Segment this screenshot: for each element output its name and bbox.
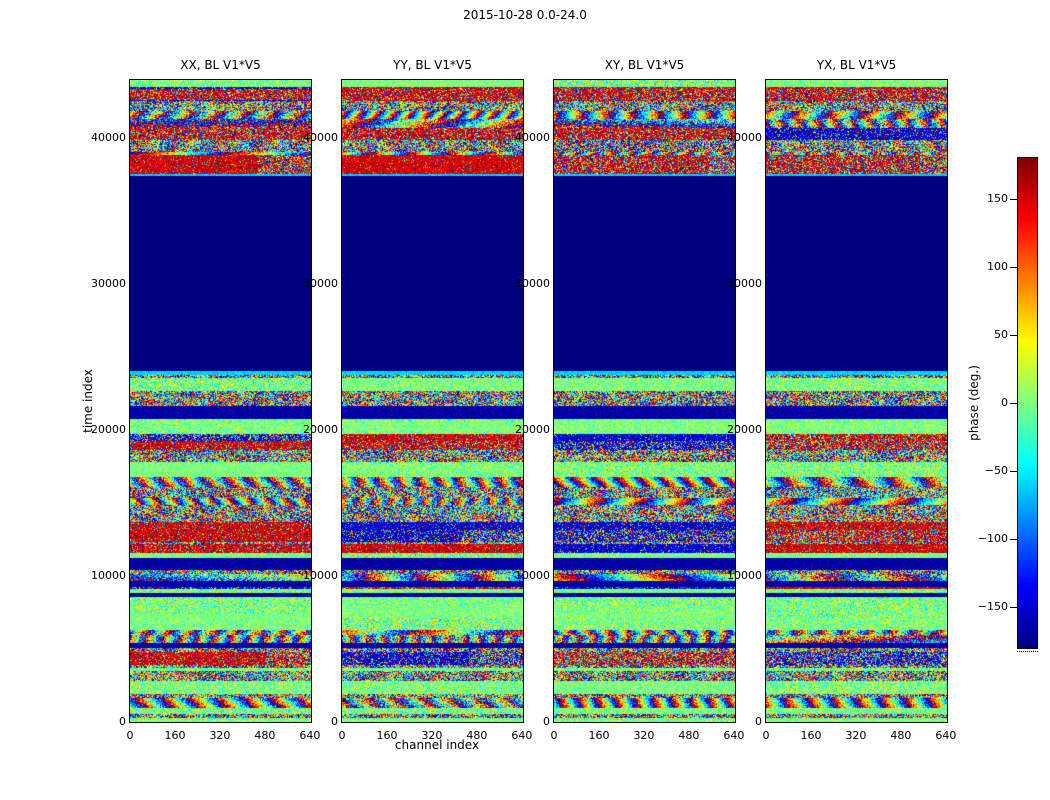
y-tick-label: 0 bbox=[543, 715, 550, 728]
y-tick-label: 20000 bbox=[515, 423, 550, 437]
colorbar-tick-label: −100 bbox=[977, 532, 1008, 546]
colorbar-tick-mark bbox=[1010, 198, 1017, 200]
y-tick-label: 20000 bbox=[727, 423, 762, 437]
x-tick-label: 320 bbox=[209, 729, 231, 742]
x-tick-label: 480 bbox=[890, 729, 912, 742]
colorbar-tick-mark bbox=[1010, 334, 1017, 336]
y-tick-label: 30000 bbox=[91, 277, 126, 291]
x-tick-label: 640 bbox=[299, 729, 321, 742]
x-tick-label: 0 bbox=[126, 729, 134, 742]
colorbar-tick-label: −50 bbox=[984, 464, 1008, 478]
x-tick-label: 640 bbox=[723, 729, 745, 742]
colorbar-tick-mark bbox=[1010, 539, 1017, 541]
heatmap-yx bbox=[766, 80, 947, 722]
y-tick-label: 0 bbox=[331, 715, 338, 728]
colorbar-tick-mark bbox=[1010, 471, 1017, 473]
colorbar-tick-label: 150 bbox=[987, 191, 1008, 205]
x-tick-label: 0 bbox=[338, 729, 346, 742]
colorbar-dotted-edge bbox=[1017, 651, 1038, 652]
y-tick-label: 0 bbox=[755, 715, 762, 728]
subplot-yx: YX, BL V1*V5 bbox=[765, 58, 948, 723]
x-tick-label: 160 bbox=[588, 729, 610, 742]
y-tick-label: 40000 bbox=[91, 131, 126, 145]
subplot-xy: XY, BL V1*V5 bbox=[553, 58, 736, 723]
y-tick-label: 40000 bbox=[303, 131, 338, 145]
channel-index-axis-label: channel index bbox=[394, 738, 480, 752]
colorbar bbox=[1017, 157, 1038, 649]
figure-suptitle: 2015-10-28 0.0-24.0 bbox=[463, 8, 587, 22]
subplot-yy-title: YY, BL V1*V5 bbox=[393, 58, 472, 72]
y-tick-label: 20000 bbox=[91, 423, 126, 437]
x-tick-label: 320 bbox=[633, 729, 655, 742]
subplot-xy-title: XY, BL V1*V5 bbox=[604, 58, 685, 72]
subplot-yy: YY, BL V1*V5 bbox=[341, 58, 524, 723]
colorbar-tick-label: −150 bbox=[977, 600, 1008, 614]
y-tick-label: 10000 bbox=[91, 569, 126, 583]
x-tick-label: 480 bbox=[254, 729, 276, 742]
y-tick-label: 10000 bbox=[727, 569, 762, 583]
x-tick-label: 320 bbox=[845, 729, 867, 742]
colorbar-tick-mark bbox=[1010, 607, 1017, 609]
subplot-xx: XX, BL V1*V5 bbox=[129, 58, 312, 723]
colorbar-tick-mark bbox=[1010, 266, 1017, 268]
colorbar-gradient bbox=[1018, 158, 1037, 648]
y-tick-label: 30000 bbox=[515, 277, 550, 291]
x-tick-label: 640 bbox=[511, 729, 533, 742]
x-tick-label: 480 bbox=[466, 729, 488, 742]
heatmap-yy bbox=[342, 80, 523, 722]
y-tick-label: 40000 bbox=[727, 131, 762, 145]
y-tick-label: 0 bbox=[119, 715, 126, 728]
colorbar-tick-label: 0 bbox=[1001, 396, 1008, 409]
x-tick-label: 480 bbox=[678, 729, 700, 742]
subplot-yx-title: YX, BL V1*V5 bbox=[816, 58, 897, 72]
heatmap-xy bbox=[554, 80, 735, 722]
y-tick-label: 20000 bbox=[303, 423, 338, 437]
x-tick-label: 160 bbox=[164, 729, 186, 742]
y-tick-label: 30000 bbox=[303, 277, 338, 291]
x-tick-label: 160 bbox=[800, 729, 822, 742]
colorbar-tick-label: 100 bbox=[987, 259, 1008, 273]
heatmap-xx bbox=[130, 80, 311, 722]
y-tick-label: 30000 bbox=[727, 277, 762, 291]
y-tick-label: 10000 bbox=[303, 569, 338, 583]
colorbar-tick-mark bbox=[1010, 403, 1017, 404]
x-tick-label: 0 bbox=[550, 729, 558, 742]
x-tick-label: 640 bbox=[935, 729, 957, 742]
y-tick-label: 40000 bbox=[515, 131, 550, 145]
x-tick-label: 160 bbox=[376, 729, 398, 742]
x-tick-label: 320 bbox=[421, 729, 443, 742]
y-tick-label: 10000 bbox=[515, 569, 550, 583]
colorbar-tick-label: 50 bbox=[994, 327, 1008, 341]
subplot-xx-title: XX, BL V1*V5 bbox=[180, 58, 261, 72]
x-tick-label: 0 bbox=[762, 729, 770, 742]
